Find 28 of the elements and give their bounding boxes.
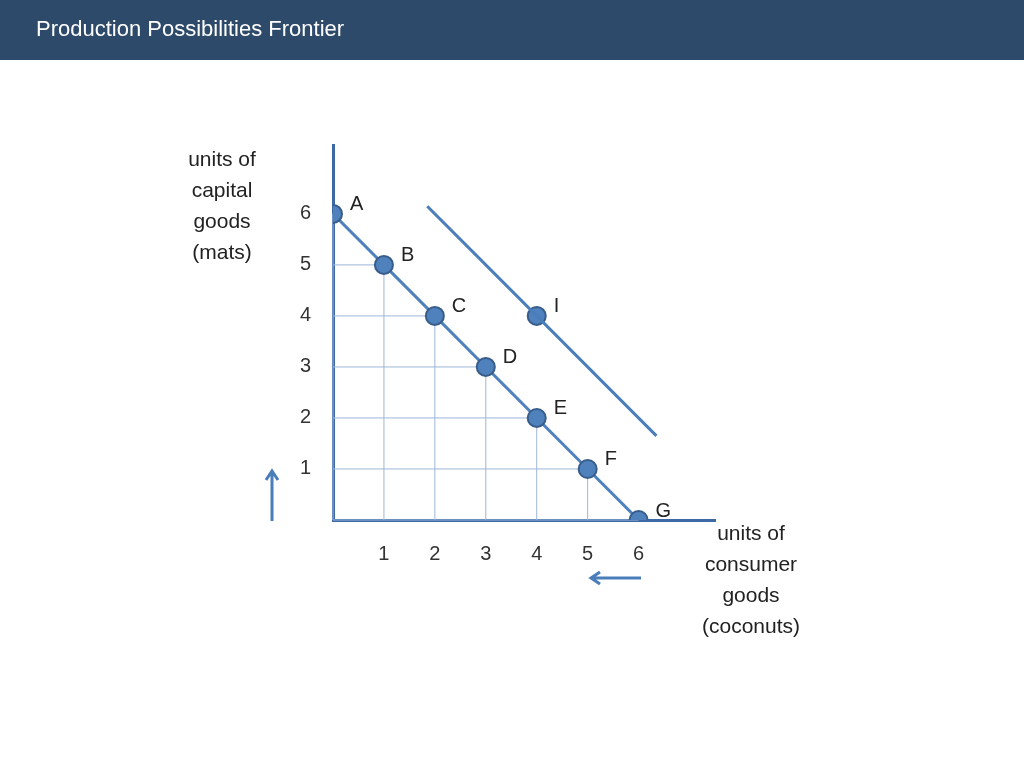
y-tick-label: 4 [299,303,311,326]
chart-title: Production Possibilities Frontier [36,16,345,42]
x-tick-label: 4 [531,541,543,564]
y-tick-label: 6 [299,201,311,224]
x-tick-label: 5 [582,541,594,564]
x-tick-label: 3 [480,541,492,564]
annotation: E [553,396,568,419]
point [526,407,547,428]
y-tick-label: 1 [299,456,311,479]
y-tick-label: 3 [299,354,311,377]
annotation: G [655,498,672,521]
point [475,356,496,377]
annotation: D [502,345,518,368]
annotation: B [400,243,415,266]
y-axis-title: units of capital goods (mats) [187,146,257,265]
point [373,254,394,275]
y-tick-label: 5 [299,252,311,275]
annotation: F [604,447,617,470]
x-axis-title: units of consumer goods (coconuts) [700,520,801,639]
x-tick-label: 2 [429,541,441,564]
annotation: I [553,294,560,317]
annotation: C [451,294,467,317]
annotation: A [350,192,364,215]
y-tick-label: 2 [299,405,311,428]
point [424,305,445,326]
x-tick-label: 6 [633,541,645,564]
x-tick-label: 1 [378,541,390,564]
point [577,458,598,479]
